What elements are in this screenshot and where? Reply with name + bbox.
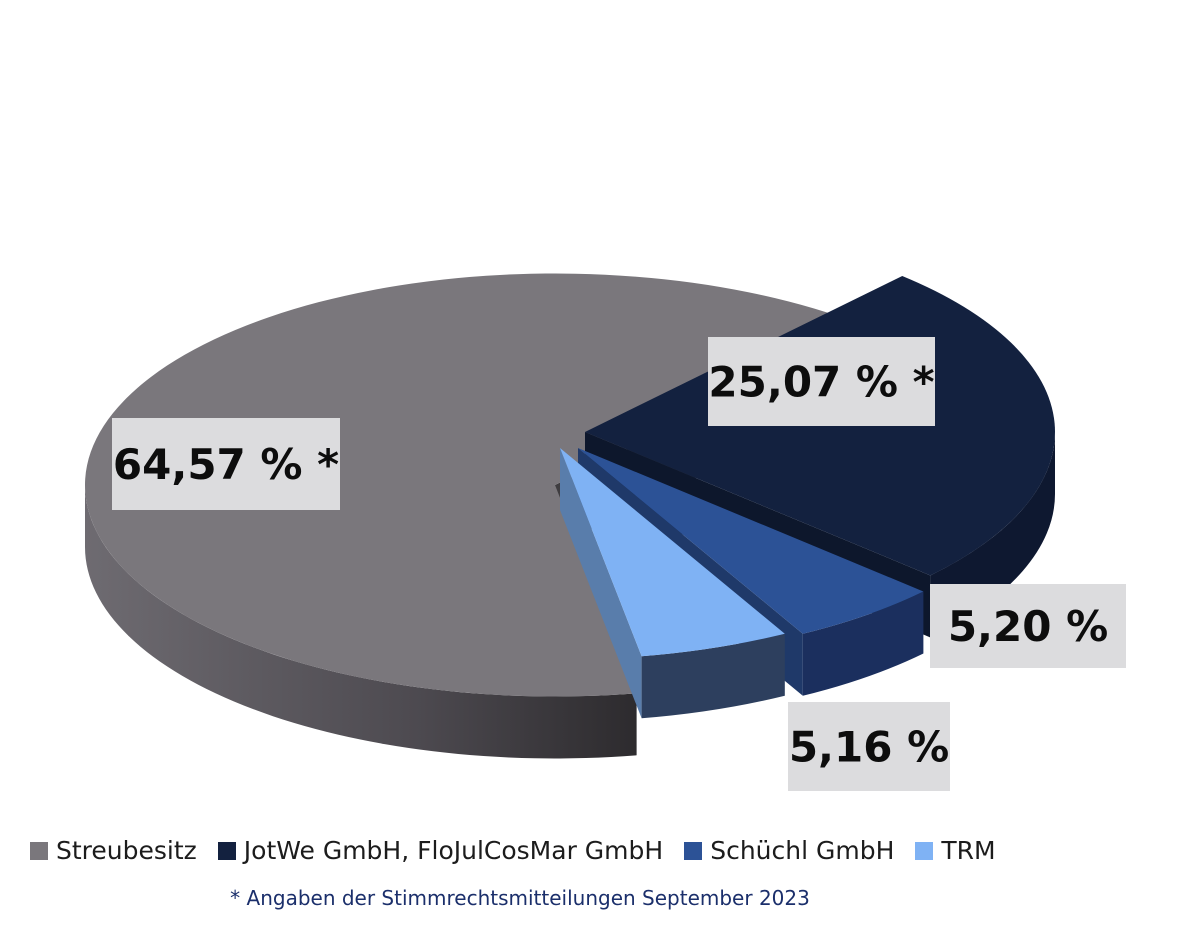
pie-slice-side-3	[641, 633, 785, 719]
pie-slice-3	[560, 448, 785, 719]
legend-label-jotwe: JotWe GmbH, FloJulCosMar GmbH	[243, 836, 664, 865]
data-label-box-3	[788, 702, 950, 791]
data-label-text-0: 64,57 % *	[113, 440, 339, 489]
pie-slice-top-2	[578, 448, 924, 634]
legend: Streubesitz JotWe GmbH, FloJulCosMar Gmb…	[30, 836, 996, 865]
legend-label-schuechl: Schüchl GmbH	[710, 836, 895, 865]
legend-item-streubesitz: Streubesitz	[30, 836, 197, 865]
data-label-1: 25,07 % *	[708, 337, 935, 426]
data-label-box-0	[112, 418, 340, 510]
data-label-0: 64,57 % *	[112, 418, 340, 510]
data-label-3: 5,16 %	[788, 702, 950, 791]
legend-swatch-jotwe	[217, 841, 236, 860]
data-label-box-1	[708, 337, 935, 426]
pie-chart: 64,57 % * 25,07 % * 5,20 % 5,16 %	[85, 273, 1126, 791]
legend-swatch-schuechl	[684, 841, 703, 860]
legend-swatch-streubesitz	[30, 841, 48, 860]
data-label-text-1: 25,07 % *	[708, 358, 934, 407]
data-label-box-2	[930, 584, 1126, 668]
legend-swatch-trm	[915, 841, 934, 860]
data-label-text-3: 5,16 %	[789, 723, 949, 772]
pie-slice-wall-3-1	[560, 448, 642, 719]
data-label-text-2: 5,20 %	[948, 602, 1108, 651]
data-label-2: 5,20 %	[930, 584, 1126, 668]
pie-slice-side-2	[802, 591, 924, 696]
legend-label-trm: TRM	[941, 836, 996, 865]
legend-item-jotwe: JotWe GmbH, FloJulCosMar GmbH	[217, 836, 664, 865]
pie-slice-top-3	[560, 448, 785, 657]
legend-item-trm: TRM	[915, 836, 996, 865]
footnote: * Angaben der Stimmrechtsmitteilungen Se…	[230, 886, 810, 910]
pie-slice-top-0	[85, 273, 873, 697]
legend-item-schuechl: Schüchl GmbH	[684, 836, 894, 865]
legend-label-streubesitz: Streubesitz	[56, 836, 197, 865]
pie-slice-side-0	[85, 485, 637, 759]
